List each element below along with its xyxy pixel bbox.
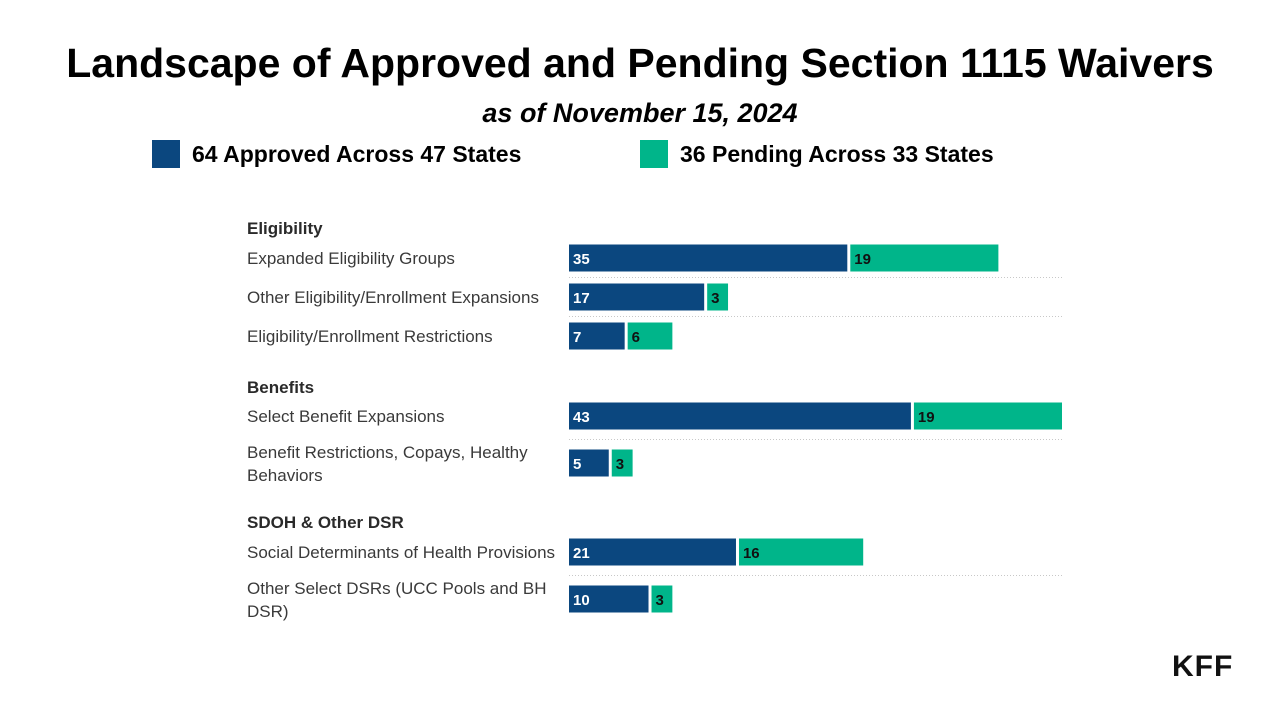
legend-label-approved: 64 Approved Across 47 States [192, 140, 522, 167]
value-label-pending-benefit-restrictions-copays-healthy-behaviors: 3 [616, 456, 624, 473]
value-label-approved-benefit-restrictions-copays-healthy-behaviors: 5 [573, 456, 581, 473]
bar-pending-eligibility-enrollment-restrictions [627, 322, 673, 350]
bar-approved-social-determinants-of-health-provisions [569, 538, 736, 566]
chart-title: Landscape of Approved and Pending Sectio… [66, 40, 1214, 86]
kff-logo: KFF [1172, 650, 1234, 683]
value-label-pending-select-benefit-expansions: 19 [918, 409, 935, 426]
bar-pending-other-eligibility-enrollment-expansions [707, 283, 729, 311]
value-label-approved-eligibility-enrollment-restrictions: 7 [573, 329, 581, 346]
category-label-benefit-restrictions-copays-healthy-behaviors-line1: Benefit Restrictions, Copays, Healthy [247, 443, 528, 462]
category-label-other-select-dsrs-ucc-pools-and-bh-dsr-line2: DSR) [247, 602, 289, 621]
bar-pending-social-determinants-of-health-provisions [738, 538, 864, 566]
group-header-sdoh-other-dsr: SDOH & Other DSR [247, 513, 404, 532]
bar-approved-expanded-eligibility-groups [569, 244, 848, 272]
bar-approved-benefit-restrictions-copays-healthy-behaviors [569, 449, 609, 477]
bar-pending-benefit-restrictions-copays-healthy-behaviors [611, 449, 633, 477]
bar-pending-other-select-dsrs-ucc-pools-and-bh-dsr [651, 585, 673, 613]
legend-swatch-approved [152, 140, 180, 168]
value-label-pending-social-determinants-of-health-provisions: 16 [743, 545, 760, 562]
category-label-other-select-dsrs-ucc-pools-and-bh-dsr-line1: Other Select DSRs (UCC Pools and BH [247, 579, 547, 598]
value-label-approved-other-eligibility-enrollment-expansions: 17 [573, 290, 590, 307]
category-label-expanded-eligibility-groups: Expanded Eligibility Groups [247, 249, 455, 268]
value-label-approved-social-determinants-of-health-provisions: 21 [573, 545, 590, 562]
value-label-approved-select-benefit-expansions: 43 [573, 409, 590, 426]
bar-approved-select-benefit-expansions [569, 402, 911, 430]
bar-approved-other-eligibility-enrollment-expansions [569, 283, 705, 311]
value-label-approved-expanded-eligibility-groups: 35 [573, 251, 590, 268]
value-label-pending-eligibility-enrollment-restrictions: 6 [632, 329, 640, 346]
bar-approved-eligibility-enrollment-restrictions [569, 322, 625, 350]
category-label-other-eligibility-enrollment-expansions: Other Eligibility/Enrollment Expansions [247, 288, 539, 307]
value-label-pending-other-select-dsrs-ucc-pools-and-bh-dsr: 3 [656, 592, 664, 609]
group-header-eligibility: Eligibility [247, 219, 323, 238]
value-label-pending-other-eligibility-enrollment-expansions: 3 [711, 290, 719, 307]
group-header-benefits: Benefits [247, 378, 314, 397]
category-label-social-determinants-of-health-provisions: Social Determinants of Health Provisions [247, 543, 555, 562]
chart-subtitle: as of November 15, 2024 [482, 98, 798, 128]
category-label-eligibility-enrollment-restrictions: Eligibility/Enrollment Restrictions [247, 327, 493, 346]
value-label-pending-expanded-eligibility-groups: 19 [854, 251, 871, 268]
category-label-benefit-restrictions-copays-healthy-behaviors-line2: Behaviors [247, 466, 323, 485]
bar-pending-select-benefit-expansions [913, 402, 1062, 430]
category-label-select-benefit-expansions: Select Benefit Expansions [247, 407, 445, 426]
legend-item-pending: 36 Pending Across 33 States [640, 140, 994, 168]
legend-item-approved: 64 Approved Across 47 States [152, 140, 521, 168]
bar-approved-other-select-dsrs-ucc-pools-and-bh-dsr [569, 585, 649, 613]
value-label-approved-other-select-dsrs-ucc-pools-and-bh-dsr: 10 [573, 592, 590, 609]
legend-swatch-pending [640, 140, 668, 168]
bar-pending-expanded-eligibility-groups [850, 244, 999, 272]
legend-label-pending: 36 Pending Across 33 States [680, 140, 994, 167]
